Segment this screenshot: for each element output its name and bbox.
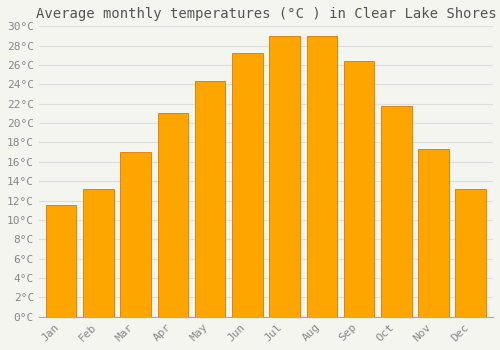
Bar <box>344 61 374 317</box>
Bar <box>46 205 76 317</box>
Bar <box>381 106 412 317</box>
Title: Average monthly temperatures (°C ) in Clear Lake Shores: Average monthly temperatures (°C ) in Cl… <box>36 7 496 21</box>
Bar <box>418 149 448 317</box>
Bar <box>232 54 262 317</box>
Bar <box>120 152 151 317</box>
Bar <box>158 113 188 317</box>
Bar <box>306 36 337 317</box>
Bar <box>195 80 226 317</box>
Bar <box>270 36 300 317</box>
Bar <box>83 189 114 317</box>
Bar <box>456 189 486 317</box>
